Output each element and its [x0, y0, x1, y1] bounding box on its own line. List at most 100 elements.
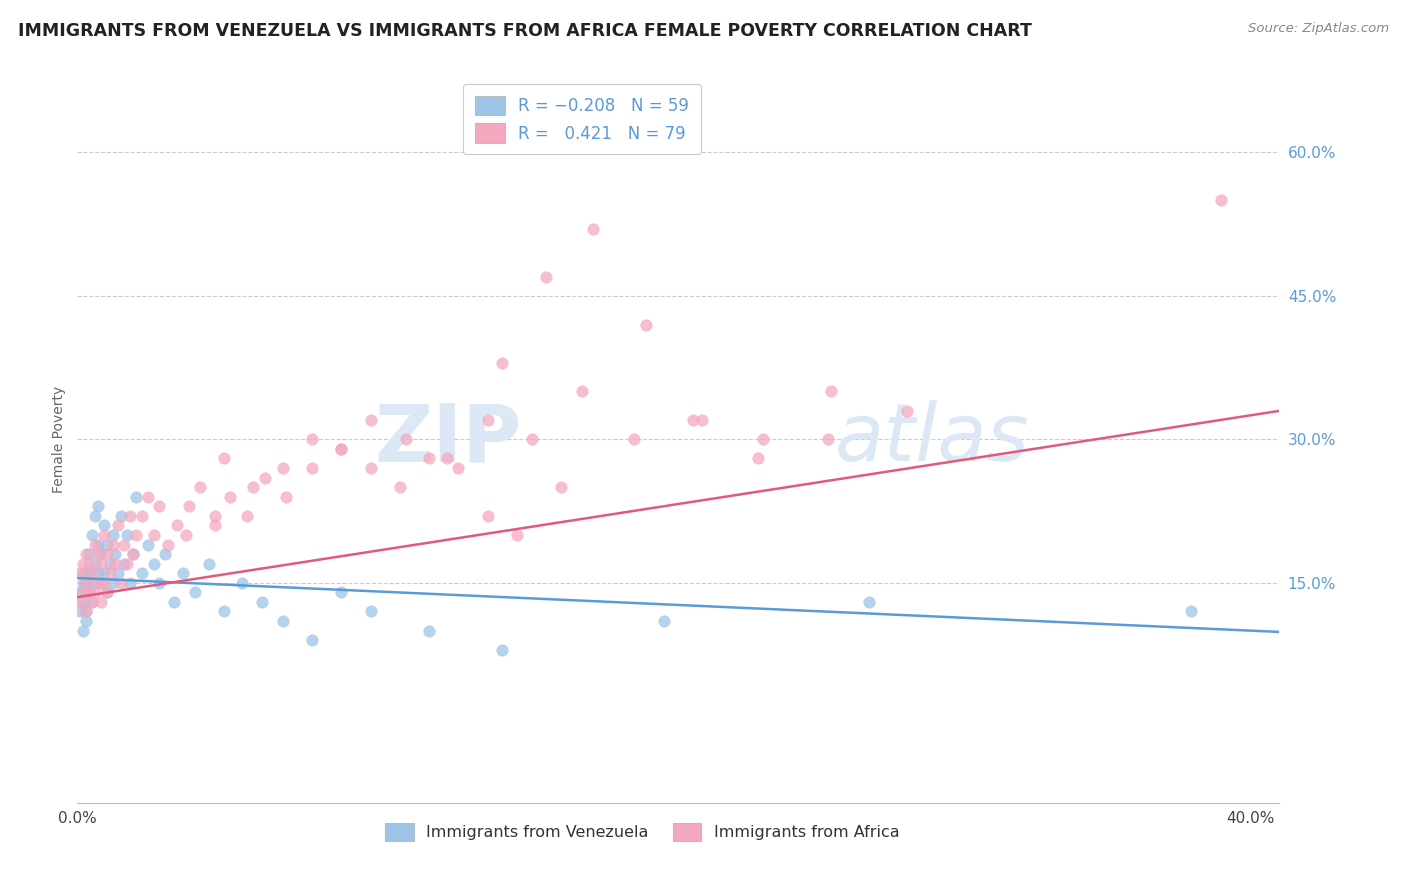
- Point: [93, 566, 115, 581]
- Point: [77, 547, 100, 561]
- Point: [274, 490, 297, 504]
- Point: [96, 537, 118, 551]
- Point: [418, 624, 440, 638]
- Point: [183, 585, 205, 599]
- Point: [190, 480, 212, 494]
- Point: [75, 575, 97, 590]
- Point: [80, 528, 103, 542]
- Point: [104, 557, 127, 571]
- Point: [107, 566, 129, 581]
- Point: [388, 480, 411, 494]
- Point: [172, 566, 194, 581]
- Point: [122, 547, 145, 561]
- Point: [636, 318, 658, 332]
- Point: [75, 585, 97, 599]
- Point: [87, 500, 110, 514]
- Point: [90, 547, 112, 561]
- Point: [236, 508, 259, 523]
- Point: [120, 508, 142, 523]
- Point: [817, 432, 839, 446]
- Point: [747, 451, 769, 466]
- Point: [212, 451, 235, 466]
- Point: [218, 490, 240, 504]
- Point: [122, 547, 145, 561]
- Point: [131, 566, 153, 581]
- Point: [75, 605, 97, 619]
- Point: [77, 566, 100, 581]
- Point: [858, 595, 880, 609]
- Point: [104, 547, 127, 561]
- Point: [491, 356, 513, 370]
- Point: [107, 518, 129, 533]
- Point: [177, 500, 200, 514]
- Text: ZIP: ZIP: [375, 401, 522, 478]
- Point: [142, 557, 165, 571]
- Y-axis label: Female Poverty: Female Poverty: [52, 385, 66, 493]
- Point: [436, 451, 458, 466]
- Point: [110, 575, 132, 590]
- Point: [163, 595, 186, 609]
- Text: Source: ZipAtlas.com: Source: ZipAtlas.com: [1249, 22, 1389, 36]
- Point: [115, 528, 138, 542]
- Point: [90, 595, 112, 609]
- Legend: Immigrants from Venezuela, Immigrants from Africa: Immigrants from Venezuela, Immigrants fr…: [377, 815, 908, 849]
- Point: [582, 222, 605, 236]
- Point: [96, 585, 118, 599]
- Point: [72, 575, 94, 590]
- Point: [506, 528, 529, 542]
- Point: [90, 575, 112, 590]
- Point: [360, 605, 382, 619]
- Point: [157, 537, 180, 551]
- Point: [198, 557, 221, 571]
- Point: [90, 557, 112, 571]
- Point: [166, 518, 188, 533]
- Point: [112, 537, 135, 551]
- Point: [271, 461, 294, 475]
- Point: [571, 384, 593, 399]
- Point: [69, 605, 91, 619]
- Text: IMMIGRANTS FROM VENEZUELA VS IMMIGRANTS FROM AFRICA FEMALE POVERTY CORRELATION C: IMMIGRANTS FROM VENEZUELA VS IMMIGRANTS …: [18, 22, 1032, 40]
- Point: [93, 575, 115, 590]
- Point: [550, 480, 572, 494]
- Point: [87, 566, 110, 581]
- Point: [69, 566, 91, 581]
- Point: [101, 575, 124, 590]
- Point: [115, 557, 138, 571]
- Point: [75, 575, 97, 590]
- Point: [360, 413, 382, 427]
- Point: [75, 605, 97, 619]
- Point: [136, 490, 159, 504]
- Point: [131, 508, 153, 523]
- Point: [136, 537, 159, 551]
- Point: [418, 451, 440, 466]
- Point: [204, 508, 226, 523]
- Point: [330, 442, 353, 456]
- Point: [101, 528, 124, 542]
- Point: [96, 585, 118, 599]
- Point: [72, 624, 94, 638]
- Point: [155, 547, 177, 561]
- Point: [690, 413, 713, 427]
- Point: [84, 537, 107, 551]
- Point: [301, 461, 323, 475]
- Point: [72, 557, 94, 571]
- Point: [77, 585, 100, 599]
- Point: [101, 537, 124, 551]
- Point: [477, 413, 499, 427]
- Point: [87, 537, 110, 551]
- Point: [69, 585, 91, 599]
- Point: [69, 595, 91, 609]
- Point: [477, 508, 499, 523]
- Point: [80, 595, 103, 609]
- Point: [301, 432, 323, 446]
- Point: [1180, 605, 1202, 619]
- Point: [120, 575, 142, 590]
- Point: [652, 614, 675, 628]
- Point: [80, 595, 103, 609]
- Point: [623, 432, 645, 446]
- Point: [360, 461, 382, 475]
- Point: [72, 585, 94, 599]
- Point: [110, 508, 132, 523]
- Point: [93, 518, 115, 533]
- Point: [231, 575, 253, 590]
